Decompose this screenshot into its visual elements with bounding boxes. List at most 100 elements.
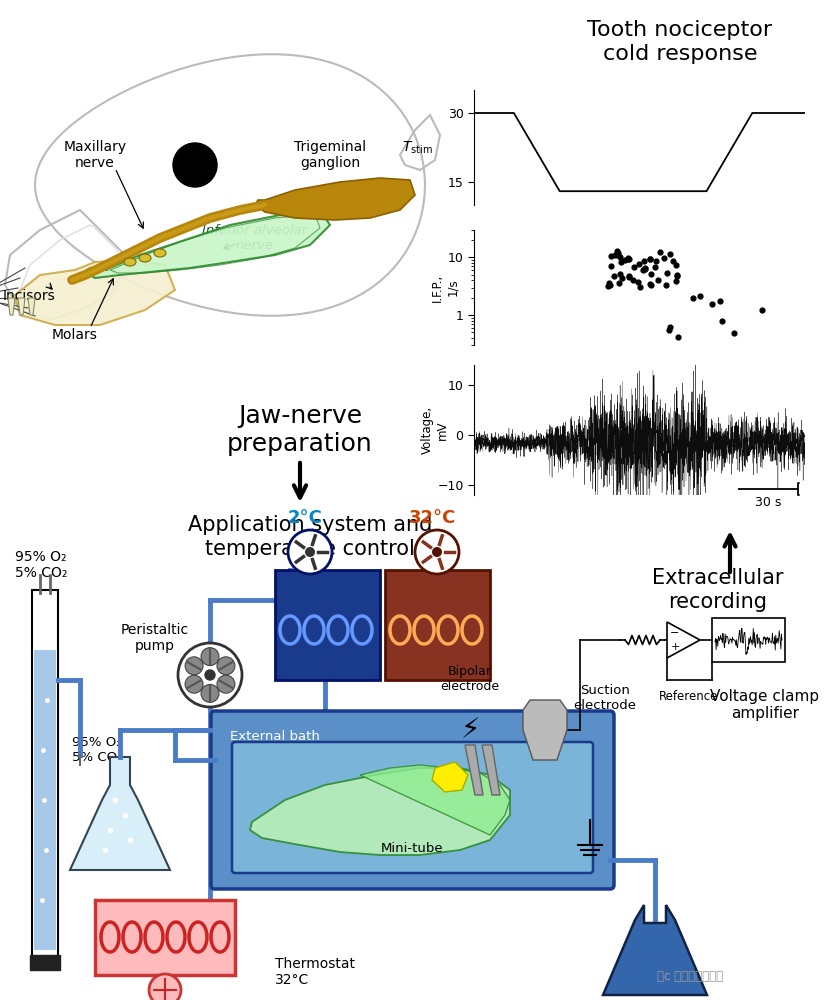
Ellipse shape <box>124 258 136 266</box>
Point <box>669 257 682 273</box>
Text: Thermostat
32°C: Thermostat 32°C <box>275 957 355 987</box>
Text: Incisors: Incisors <box>3 289 55 303</box>
Point <box>613 249 627 265</box>
Polygon shape <box>432 762 468 792</box>
Text: 95% O₂
5% CO₂: 95% O₂ 5% CO₂ <box>72 736 122 764</box>
Circle shape <box>173 143 217 187</box>
Ellipse shape <box>139 254 151 262</box>
Text: Reference: Reference <box>659 690 719 703</box>
Text: Suction
electrode: Suction electrode <box>574 684 637 712</box>
Point <box>638 253 651 269</box>
Polygon shape <box>28 298 35 315</box>
Point <box>633 279 647 295</box>
Text: ⚡: ⚡ <box>461 716 480 744</box>
Y-axis label: Voltage,
mV: Voltage, mV <box>420 406 449 454</box>
Text: Maxillary
nerve: Maxillary nerve <box>64 140 127 170</box>
Text: External bath: External bath <box>230 730 320 743</box>
Point <box>671 329 685 345</box>
Point <box>621 250 634 266</box>
Point <box>670 273 683 289</box>
Point <box>614 254 628 270</box>
Point <box>604 258 618 274</box>
Point <box>607 268 620 284</box>
Text: 95% O₂
5% CO₂: 95% O₂ 5% CO₂ <box>15 550 67 580</box>
Point <box>628 259 641 275</box>
Point <box>715 313 728 329</box>
Bar <box>712 618 785 662</box>
Bar <box>34 592 56 650</box>
Polygon shape <box>85 210 330 278</box>
Text: Application system and
temperature control: Application system and temperature contr… <box>188 515 432 559</box>
Point <box>623 251 636 267</box>
Circle shape <box>288 530 332 574</box>
Circle shape <box>149 974 181 1000</box>
Point <box>632 256 645 272</box>
Polygon shape <box>70 757 170 870</box>
Point <box>713 293 727 309</box>
Circle shape <box>201 684 219 702</box>
Point <box>612 245 625 261</box>
Point <box>605 248 618 264</box>
Point <box>602 275 616 291</box>
Bar <box>32 590 58 965</box>
Text: 公c 中国生物技术网: 公c 中国生物技术网 <box>657 970 723 983</box>
Circle shape <box>185 657 203 675</box>
Circle shape <box>415 530 459 574</box>
Point <box>609 247 623 263</box>
Text: Mini-tube: Mini-tube <box>381 842 443 855</box>
Point <box>649 259 662 275</box>
Point <box>727 325 741 341</box>
Point <box>612 247 625 263</box>
Point <box>693 288 706 304</box>
Text: Voltage clamp
amplifier: Voltage clamp amplifier <box>711 689 820 721</box>
Text: Jaw-nerve
preparation: Jaw-nerve preparation <box>227 404 373 456</box>
Text: Molars: Molars <box>52 328 98 342</box>
Circle shape <box>432 547 442 557</box>
Point <box>666 253 680 269</box>
Point <box>756 302 769 318</box>
Point <box>686 290 700 306</box>
Polygon shape <box>465 745 483 795</box>
Y-axis label: $T_\mathrm{stim}$: $T_\mathrm{stim}$ <box>402 139 433 156</box>
Point <box>670 267 684 283</box>
Point <box>632 274 645 290</box>
Text: Peristaltic
pump: Peristaltic pump <box>121 623 189 653</box>
Circle shape <box>305 547 315 557</box>
Point <box>662 322 675 338</box>
Point <box>638 261 651 277</box>
Bar <box>275 570 380 680</box>
Point <box>652 272 665 288</box>
Point <box>610 243 623 259</box>
Point <box>644 266 658 282</box>
Point <box>622 269 635 285</box>
Circle shape <box>205 670 215 680</box>
Ellipse shape <box>154 249 166 257</box>
Text: Bipolar
electrode: Bipolar electrode <box>440 665 499 693</box>
Text: −: − <box>670 628 680 638</box>
Bar <box>30 955 60 970</box>
Point <box>636 262 649 278</box>
Point <box>603 277 617 293</box>
Bar <box>95 900 235 975</box>
Point <box>644 251 657 267</box>
Circle shape <box>217 675 235 693</box>
Point <box>657 250 670 266</box>
Circle shape <box>185 675 203 693</box>
Point <box>602 278 615 294</box>
Point <box>615 270 628 286</box>
Polygon shape <box>18 298 25 315</box>
Point <box>670 268 684 284</box>
Circle shape <box>217 657 235 675</box>
Text: 2°C: 2°C <box>288 509 322 527</box>
Point <box>618 252 632 268</box>
Polygon shape <box>667 622 700 658</box>
Point <box>663 319 676 335</box>
Polygon shape <box>15 260 175 325</box>
Point <box>638 260 652 276</box>
Point <box>643 251 656 267</box>
Text: Trigeminal
ganglion: Trigeminal ganglion <box>294 140 366 170</box>
Point <box>663 246 676 262</box>
Text: +: + <box>670 642 680 652</box>
Polygon shape <box>250 768 510 855</box>
Y-axis label: I.F.P.,
1/s: I.F.P., 1/s <box>431 273 459 302</box>
